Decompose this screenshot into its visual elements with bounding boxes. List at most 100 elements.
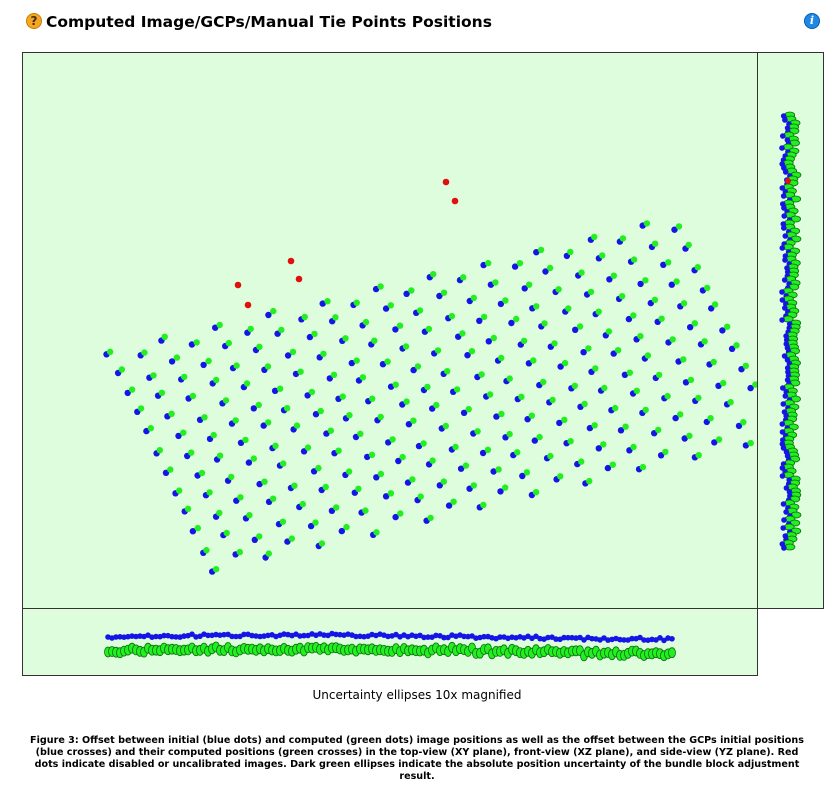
computed-position-dot — [444, 368, 451, 375]
initial-position-dot — [436, 292, 443, 300]
computed-position-dot — [727, 399, 734, 406]
computed-position-dot — [384, 358, 391, 365]
initial-position-dot — [711, 439, 718, 446]
initial-position-dot — [783, 509, 789, 515]
computed-position-dot — [362, 507, 369, 514]
computed-position-dot — [213, 376, 220, 384]
computed-position-dot — [429, 457, 436, 464]
computed-position-dot — [506, 430, 513, 438]
computed-position-dot — [520, 337, 528, 344]
computed-position-dot — [742, 362, 749, 369]
computed-position-dot — [532, 489, 540, 496]
computed-position-dot — [297, 368, 304, 375]
initial-position-dot — [301, 632, 307, 639]
computed-position-dot — [658, 315, 665, 322]
computed-position-dot — [272, 442, 279, 449]
initial-position-dot — [779, 245, 786, 251]
initial-position-dot — [497, 634, 503, 640]
computed-position-dot — [571, 382, 578, 389]
initial-position-dot — [326, 375, 333, 382]
initial-position-dot — [779, 289, 785, 295]
computed-position-dot — [685, 241, 692, 249]
computed-position-dot — [711, 301, 719, 308]
computed-position-dot — [198, 469, 206, 477]
computed-position-dot — [610, 272, 617, 279]
computed-position-dot — [201, 414, 208, 421]
computed-position-dot — [188, 449, 195, 456]
initial-position-dot — [779, 297, 786, 303]
computed-position-dot — [430, 271, 437, 278]
computed-position-dot — [167, 466, 174, 473]
computed-position-dot — [518, 393, 525, 400]
computed-position-dot — [353, 357, 360, 364]
computed-position-dot — [474, 428, 481, 435]
initial-position-dot — [621, 371, 629, 378]
computed-position-dot — [591, 422, 598, 429]
initial-position-dot — [589, 635, 595, 642]
initial-position-dot — [353, 633, 359, 640]
computed-position-dot — [675, 223, 683, 230]
computed-position-dot — [633, 387, 640, 394]
front-view-plot — [22, 608, 758, 676]
ellipse-caption: Uncertainty ellipses 10x magnified — [312, 688, 522, 702]
computed-position-dot — [355, 485, 362, 492]
computed-position-dot — [609, 461, 616, 468]
computed-position-dot — [662, 448, 669, 456]
computed-position-dot — [516, 260, 524, 267]
initial-position-dot — [780, 445, 787, 451]
computed-position-dot — [592, 365, 599, 372]
disabled-image-dot — [287, 257, 295, 265]
computed-position-dot — [537, 246, 545, 254]
computed-position-dot — [478, 371, 485, 378]
initial-position-dot — [497, 488, 504, 495]
initial-position-dot — [580, 349, 587, 356]
initial-position-dot — [271, 387, 279, 394]
computed-position-dot — [450, 498, 457, 505]
initial-position-dot — [338, 527, 345, 535]
computed-position-dot — [311, 330, 318, 338]
initial-position-dot — [738, 366, 745, 373]
computed-position-dot — [206, 489, 213, 496]
computed-position-dot — [176, 487, 183, 494]
initial-position-dot — [421, 634, 427, 641]
computed-position-dot — [387, 302, 394, 309]
computed-position-dot — [335, 447, 342, 454]
computed-position-dot — [498, 410, 505, 418]
initial-position-dot — [153, 633, 159, 640]
initial-position-dot — [782, 305, 788, 311]
computed-position-dot — [599, 252, 606, 259]
computed-position-dot — [724, 323, 731, 330]
initial-position-dot — [410, 366, 417, 374]
initial-position-dot — [161, 632, 167, 639]
initial-position-dot — [404, 479, 412, 486]
computed-position-dot — [410, 417, 417, 424]
computed-position-dot — [655, 371, 663, 379]
computed-position-dot — [578, 458, 585, 465]
question-mark-icon[interactable]: ? — [26, 13, 42, 29]
computed-position-dot — [506, 375, 513, 382]
computed-position-dot — [669, 336, 676, 343]
computed-position-dot — [581, 400, 588, 408]
computed-position-dot — [525, 281, 533, 288]
computed-position-dot — [578, 269, 585, 276]
initial-position-dot — [497, 300, 505, 308]
computed-position-dot — [320, 350, 327, 357]
uncertainty-ellipse — [668, 647, 676, 659]
computed-position-dot — [514, 449, 521, 456]
computed-position-dot — [492, 279, 499, 286]
initial-position-dot — [312, 411, 320, 418]
initial-position-dot — [637, 634, 643, 641]
computed-position-dot — [189, 392, 197, 400]
computed-position-dot — [278, 326, 285, 334]
computed-position-dot — [369, 395, 376, 402]
computed-position-dot — [680, 300, 688, 307]
computed-position-dot — [256, 533, 263, 540]
initial-position-dot — [617, 427, 625, 434]
computed-position-dot — [612, 404, 619, 412]
computed-position-dot — [651, 296, 659, 303]
computed-position-dot — [312, 519, 319, 526]
initial-position-dot — [189, 631, 195, 637]
computed-position-dot — [264, 363, 272, 370]
initial-position-dot — [373, 474, 380, 481]
info-icon[interactable]: i — [804, 13, 820, 29]
